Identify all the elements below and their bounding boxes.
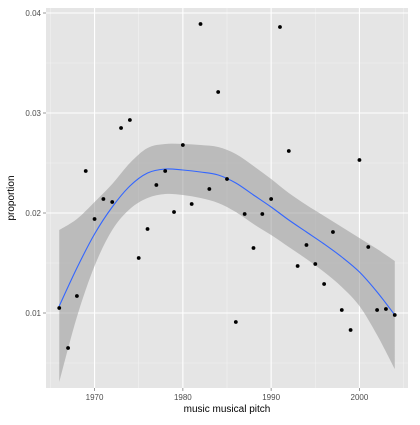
data-point (331, 230, 335, 234)
data-point (242, 212, 247, 216)
data-point (66, 346, 70, 350)
data-point (278, 25, 282, 29)
x-axis-ticks: 1970 1980 1990 2000 (86, 388, 369, 402)
data-point (322, 282, 327, 286)
data-point (304, 243, 309, 247)
data-point (384, 307, 388, 311)
data-point (375, 308, 379, 312)
data-point (216, 90, 221, 94)
data-point (145, 227, 150, 231)
confidence-ribbon (59, 143, 395, 382)
y-tick-label: 0.01 (25, 309, 41, 318)
y-tick-label: 0.02 (25, 209, 41, 218)
data-point (189, 202, 194, 206)
data-points-layer (57, 22, 397, 350)
data-point (313, 262, 318, 266)
data-point (225, 177, 229, 181)
data-point (339, 308, 344, 312)
y-tick-label: 0.03 (25, 109, 41, 118)
data-point (295, 264, 300, 268)
data-point (180, 143, 185, 147)
confidence-ribbon-layer (59, 143, 395, 382)
x-tick-label: 2000 (351, 393, 369, 402)
y-axis-ticks: 0.01 0.02 0.03 0.04 (25, 9, 46, 318)
data-point (198, 22, 203, 26)
data-point (286, 149, 291, 153)
data-point (392, 313, 397, 317)
data-point (119, 126, 123, 130)
data-point (83, 169, 88, 173)
data-point (251, 246, 256, 250)
data-point (348, 328, 353, 332)
data-point (92, 217, 97, 221)
data-point (269, 197, 274, 201)
data-point (127, 118, 132, 122)
y-tick-label: 0.04 (25, 9, 41, 18)
data-point (207, 187, 212, 191)
data-point (75, 294, 79, 298)
x-tick-label: 1970 (86, 393, 104, 402)
data-point (366, 245, 371, 249)
data-point (57, 306, 62, 310)
data-point (233, 320, 238, 324)
data-point (172, 210, 176, 214)
data-point (260, 212, 265, 216)
y-axis-title: proportion (6, 175, 17, 220)
x-tick-label: 1980 (174, 393, 192, 402)
x-axis-title: music musical pitch (184, 404, 271, 415)
x-tick-label: 1990 (262, 393, 280, 402)
data-point (163, 169, 168, 173)
data-point (357, 158, 362, 162)
data-point (154, 183, 159, 187)
data-point (110, 200, 115, 204)
grid-major (46, 8, 408, 388)
data-point (101, 197, 106, 201)
data-point (136, 256, 141, 260)
